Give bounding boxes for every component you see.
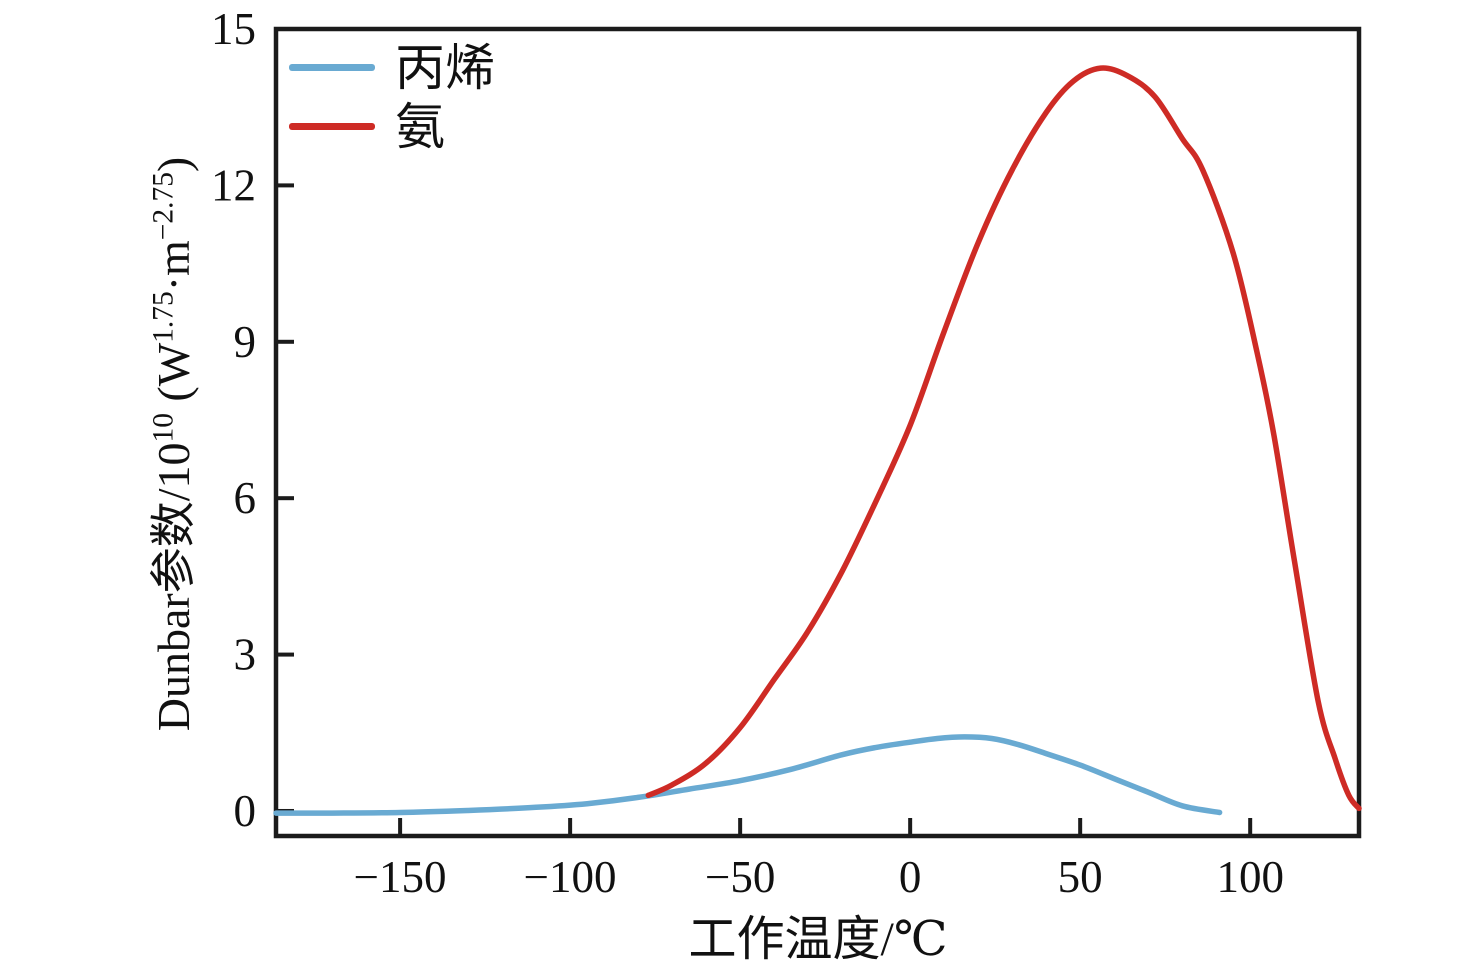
y-tick-label: 12	[211, 160, 256, 210]
legend: 丙烯 氨	[289, 38, 495, 156]
y-tick-label: 15	[211, 4, 256, 54]
x-tick-label: 50	[1058, 852, 1103, 902]
y-tick-label: 9	[234, 317, 257, 367]
y-tick-label: 3	[234, 630, 257, 680]
y-axis-label-part: Dunbar参数/10	[148, 442, 199, 732]
propylene-line-swatch	[289, 64, 375, 71]
y-axis-label-part: )	[148, 156, 199, 173]
y-axis-label-superscript: 10	[147, 413, 180, 443]
y-axis-label-superscript: 1.75	[147, 291, 180, 343]
y-tick-label: 6	[234, 473, 257, 523]
x-tick-label: 0	[899, 852, 922, 902]
y-axis-label-superscript: −2.75	[147, 172, 180, 241]
series-curve-ammonia	[645, 65, 1362, 812]
x-tick-label: −50	[705, 852, 775, 902]
x-tick-label: −150	[354, 852, 447, 902]
x-tick-label: −100	[524, 852, 617, 902]
legend-label-ammonia: 氨	[395, 98, 445, 155]
ammonia-line-swatch	[289, 123, 375, 130]
y-axis-label-part: (W	[148, 342, 199, 414]
legend-label-propylene: 丙烯	[395, 39, 495, 96]
y-axis-label: Dunbar参数/1010 (W1.75·m−2.75)	[137, 157, 203, 732]
y-axis-label-part: ·m	[148, 240, 199, 292]
x-tick-label: 100	[1216, 852, 1284, 902]
legend-item-ammonia: 氨	[289, 97, 495, 156]
axis-frame	[273, 26, 1362, 839]
x-axis-label: 工作温度/℃	[688, 913, 948, 966]
legend-item-propylene: 丙烯	[289, 38, 495, 97]
series-curve-propylene	[273, 734, 1223, 816]
y-tick-label: 0	[234, 786, 257, 836]
